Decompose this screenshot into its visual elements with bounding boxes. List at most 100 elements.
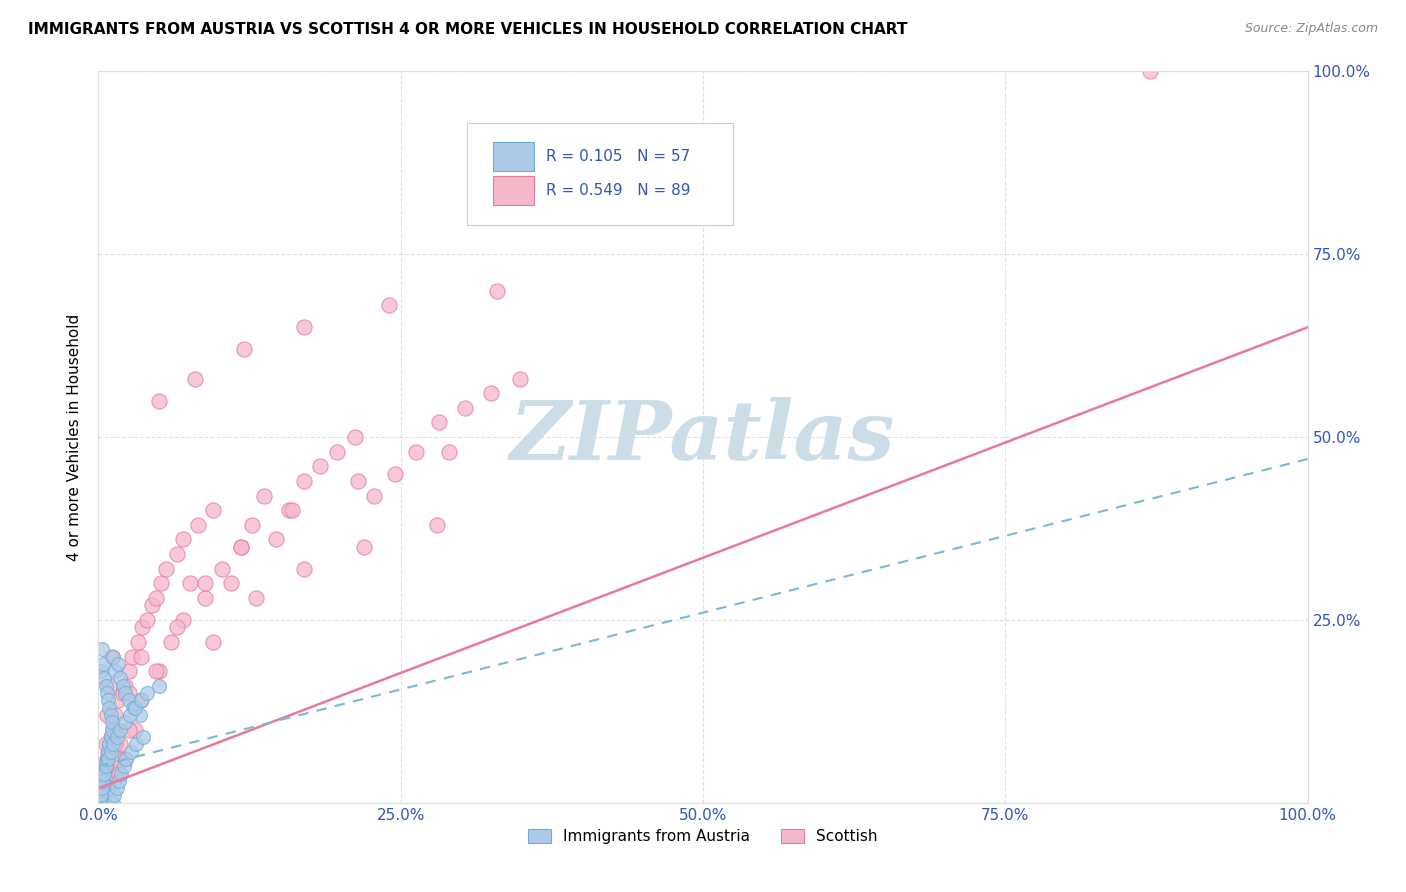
Point — [100, 708, 122, 723]
Point — [194, 591, 217, 605]
Point — [91, 781, 114, 796]
Point — [211, 562, 233, 576]
Point — [108, 723, 131, 737]
Point — [229, 540, 252, 554]
Point — [93, 672, 115, 686]
Point — [108, 752, 131, 766]
Point — [90, 789, 112, 803]
Point — [94, 737, 117, 751]
Point — [145, 664, 167, 678]
Point — [100, 649, 122, 664]
Point — [91, 789, 114, 803]
Point — [129, 649, 152, 664]
Point — [194, 576, 217, 591]
Text: R = 0.105   N = 57: R = 0.105 N = 57 — [546, 149, 690, 164]
Point — [405, 444, 427, 458]
Point — [125, 737, 148, 751]
Point — [429, 416, 451, 430]
Point — [114, 679, 136, 693]
Point — [98, 700, 121, 714]
Point — [278, 503, 301, 517]
Point — [232, 343, 254, 357]
Point — [127, 635, 149, 649]
Point — [89, 796, 111, 810]
Text: ZIPatlas: ZIPatlas — [510, 397, 896, 477]
Point — [120, 745, 142, 759]
Point — [94, 759, 117, 773]
Point — [426, 517, 449, 532]
Point — [94, 759, 117, 773]
Point — [103, 789, 125, 803]
Point — [118, 664, 141, 678]
Point — [221, 576, 243, 591]
Point — [90, 796, 112, 810]
Point — [108, 737, 131, 751]
Point — [229, 540, 252, 554]
Point — [98, 737, 121, 751]
Point — [108, 766, 131, 780]
Point — [101, 796, 124, 810]
Point — [172, 613, 194, 627]
Point — [111, 679, 134, 693]
Point — [145, 591, 167, 605]
Point — [135, 686, 157, 700]
FancyBboxPatch shape — [467, 122, 734, 225]
Point — [100, 730, 122, 744]
Point — [486, 284, 509, 298]
FancyBboxPatch shape — [492, 176, 534, 205]
Point — [97, 693, 120, 707]
Point — [347, 474, 370, 488]
Point — [100, 730, 122, 744]
Point — [91, 773, 114, 788]
Point — [93, 759, 115, 773]
Point — [98, 679, 121, 693]
Text: Source: ZipAtlas.com: Source: ZipAtlas.com — [1244, 22, 1378, 36]
Point — [91, 657, 114, 671]
Point — [148, 664, 170, 678]
Point — [141, 599, 163, 613]
Point — [155, 562, 177, 576]
Point — [118, 693, 141, 707]
Point — [281, 503, 304, 517]
Point — [91, 642, 114, 657]
Point — [121, 649, 143, 664]
Point — [104, 737, 127, 751]
Point — [107, 693, 129, 707]
Point — [91, 773, 114, 788]
Point — [454, 401, 477, 415]
Point — [131, 620, 153, 634]
Point — [253, 489, 276, 503]
Point — [94, 679, 117, 693]
Point — [118, 723, 141, 737]
Point — [90, 789, 112, 803]
Point — [308, 459, 330, 474]
Point — [112, 759, 135, 773]
Point — [91, 781, 114, 796]
Point — [509, 371, 531, 385]
Point — [245, 591, 267, 605]
Point — [124, 700, 146, 714]
Point — [101, 766, 124, 780]
Point — [187, 517, 209, 532]
Y-axis label: 4 or more Vehicles in Household: 4 or more Vehicles in Household — [67, 313, 83, 561]
Point — [91, 773, 114, 788]
Point — [129, 693, 152, 707]
Point — [114, 686, 136, 700]
FancyBboxPatch shape — [492, 142, 534, 171]
Point — [96, 708, 118, 723]
Point — [122, 700, 145, 714]
Point — [114, 715, 136, 730]
Point — [111, 686, 134, 700]
Point — [94, 759, 117, 773]
Point — [115, 752, 138, 766]
Point — [377, 298, 399, 312]
Point — [91, 781, 114, 796]
Point — [264, 533, 287, 547]
Point — [110, 766, 132, 780]
Point — [135, 613, 157, 627]
Point — [108, 672, 131, 686]
Point — [118, 686, 141, 700]
Point — [166, 620, 188, 634]
Point — [105, 781, 128, 796]
Point — [107, 657, 129, 671]
